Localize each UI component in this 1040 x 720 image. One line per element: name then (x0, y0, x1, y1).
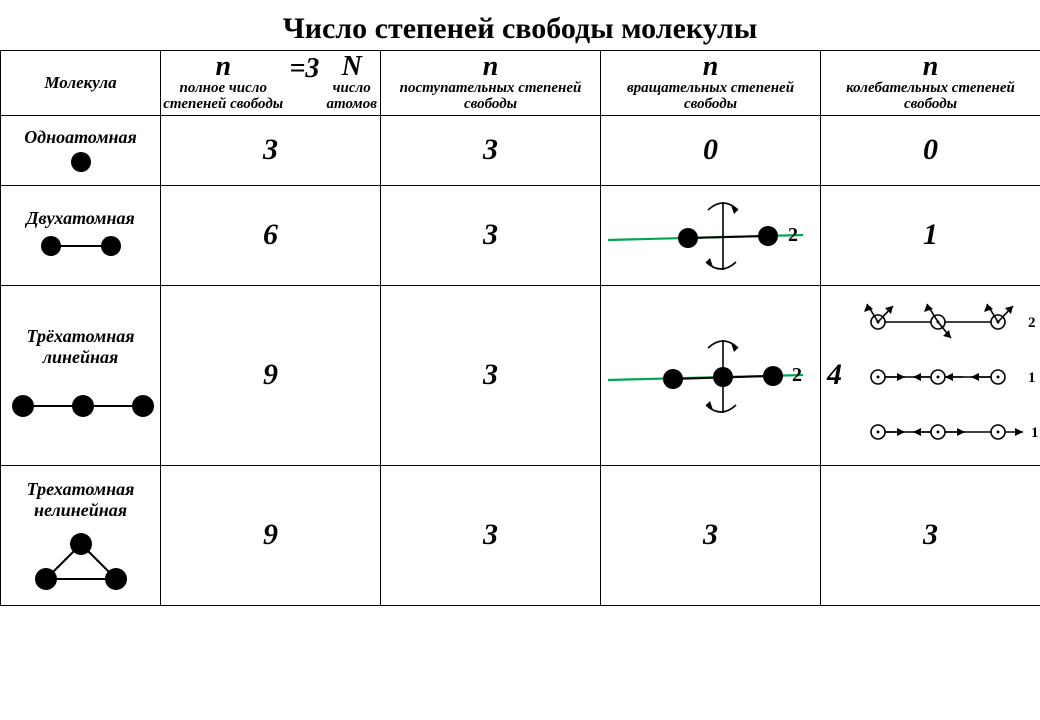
value-rot: 0 (601, 115, 821, 185)
molecule-icon (3, 388, 163, 424)
molecule-icon (21, 529, 141, 591)
molecule-label-triatomic-nonlinear: Трехатомная нелинейная (1, 465, 161, 605)
header-rotational: n вращательных степеней свободы (601, 51, 821, 116)
value-total: 9 (161, 465, 381, 605)
rot-count: 2 (788, 224, 798, 247)
value-vib: 1 (821, 185, 1040, 285)
value-trans: 3 (381, 185, 601, 285)
header-total: n полное число степеней свободы =3 N чис… (161, 51, 381, 116)
degrees-of-freedom-table: Молекула n полное число степеней свободы… (0, 50, 1040, 606)
value-vib: 3 (821, 465, 1040, 605)
value-total: 9 (161, 285, 381, 465)
svg-text:2: 2 (1028, 315, 1036, 331)
value-trans: 3 (381, 465, 601, 605)
table-row: Трехатомная нелинейная 9 3 3 3 (1, 465, 1040, 605)
rot-count: 2 (792, 364, 802, 387)
value-vib: 0 (821, 115, 1040, 185)
svg-text:1: 1 (1031, 425, 1039, 441)
table-row: Двухатомная 6 3 (1, 185, 1040, 285)
vibration-modes-icon: 2 1 (843, 290, 1040, 460)
table-row: Трёхатомная линейная 9 3 (1, 285, 1040, 465)
molecule-label-monoatomic: Одноатомная (1, 115, 161, 185)
value-total: 3 (161, 115, 381, 185)
table-row: Одноатомная 3 3 0 0 (1, 115, 1040, 185)
header-translational: n поступательных степеней свободы (381, 51, 601, 116)
value-vib: 4 (821, 285, 1040, 465)
value-trans: 3 (381, 115, 601, 185)
value-rot: 2 (601, 285, 821, 465)
header-molecule: Молекула (1, 51, 161, 116)
value-total: 6 (161, 185, 381, 285)
value-rot: 3 (601, 465, 821, 605)
value-rot: 2 (601, 185, 821, 285)
molecule-label-diatomic: Двухатомная (1, 185, 161, 285)
value-trans: 3 (381, 285, 601, 465)
molecule-icon (21, 229, 141, 263)
molecule-icon (51, 148, 111, 174)
table-header-row: Молекула n полное число степеней свободы… (1, 51, 1040, 116)
vib-total: 4 (827, 358, 842, 392)
rotation-diagram-icon (603, 325, 823, 425)
svg-text:1: 1 (1028, 370, 1036, 386)
molecule-label-triatomic-linear: Трёхатомная линейная (1, 285, 161, 465)
header-vibrational: n колебательных степеней свободы (821, 51, 1040, 116)
page-title: Число степеней свободы молекулы (0, 0, 1040, 50)
